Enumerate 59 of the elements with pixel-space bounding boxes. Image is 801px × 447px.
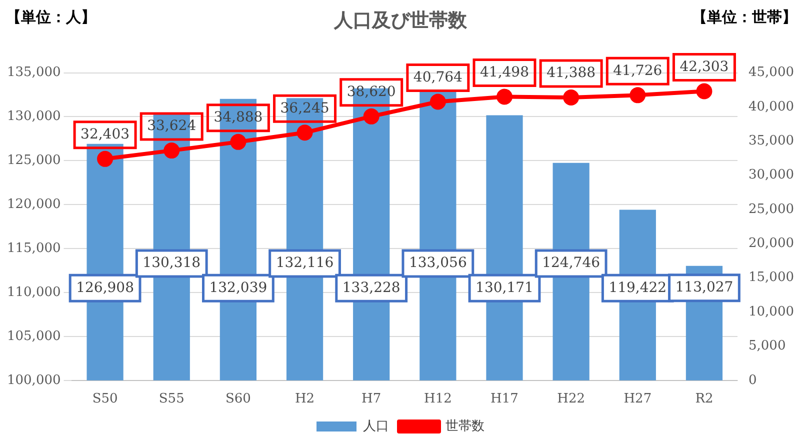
x-tick-label: H7 xyxy=(362,392,382,407)
data-label: 41,726 xyxy=(613,62,662,79)
data-label: 126,908 xyxy=(76,280,134,296)
x-tick-label: S60 xyxy=(225,392,251,407)
y2-tick-label: 40,000 xyxy=(748,99,794,114)
point xyxy=(97,150,114,167)
y2-tick-label: 0 xyxy=(748,372,757,388)
point xyxy=(164,142,180,159)
data-label: 113,027 xyxy=(675,280,734,296)
data-label: 32,403 xyxy=(80,126,130,143)
point xyxy=(563,89,580,106)
data-label: 133,056 xyxy=(408,255,467,272)
point xyxy=(363,108,380,124)
data-label: 133,228 xyxy=(342,280,400,296)
x-tick-label: H17 xyxy=(490,392,518,407)
data-label: 132,116 xyxy=(276,255,334,272)
data-label: 132,039 xyxy=(209,280,268,296)
y2-tick-label: 30,000 xyxy=(748,168,794,183)
y-tick-label: 105,000 xyxy=(6,328,61,344)
x-tick-label: H2 xyxy=(294,392,315,407)
data-label: 130,171 xyxy=(476,280,534,296)
point xyxy=(430,94,446,110)
x-tick-label: H27 xyxy=(624,392,652,407)
y2-tick-label: 45,000 xyxy=(748,65,794,80)
data-label: 42,303 xyxy=(680,58,729,75)
point xyxy=(230,134,246,150)
legend-label: 世帯数 xyxy=(446,418,484,434)
y2-tick-label: 15,000 xyxy=(748,270,794,286)
chart-title: 人口及び世帯数 xyxy=(333,9,468,32)
x-tick-label: S50 xyxy=(92,392,118,407)
data-label: 124,746 xyxy=(542,255,600,272)
x-tick-label: H12 xyxy=(424,392,452,407)
y2-tick-label: 35,000 xyxy=(748,134,794,149)
point xyxy=(696,83,712,100)
y2-axis-title: 【単位：世帯】 xyxy=(692,8,797,27)
y2-tick-label: 20,000 xyxy=(748,236,794,252)
point xyxy=(630,87,646,104)
data-label: 130,318 xyxy=(142,255,201,272)
legend-label: 人口 xyxy=(363,418,389,434)
point xyxy=(296,124,313,141)
y-tick-label: 130,000 xyxy=(6,109,61,124)
data-label: 40,764 xyxy=(413,69,462,86)
x-tick-label: S55 xyxy=(158,392,184,407)
y-tick-label: 120,000 xyxy=(6,197,61,212)
x-tick-label: H22 xyxy=(557,392,586,407)
y-axis-title: 【単位：人】 xyxy=(6,8,96,27)
y2-tick-label: 5,000 xyxy=(748,338,786,354)
data-label: 119,422 xyxy=(608,280,667,296)
data-label: 41,498 xyxy=(480,64,529,80)
y2-tick-label: 25,000 xyxy=(748,202,794,217)
y-tick-label: 115,000 xyxy=(6,240,61,256)
x-tick-label: R2 xyxy=(695,392,714,407)
y2-tick-label: 10,000 xyxy=(748,304,794,320)
y-tick-label: 110,000 xyxy=(6,284,61,300)
point xyxy=(496,88,512,105)
data-label: 41,388 xyxy=(546,65,596,82)
y-tick-label: 100,000 xyxy=(6,372,61,388)
y-tick-label: 135,000 xyxy=(6,65,61,80)
y-tick-label: 125,000 xyxy=(6,153,61,168)
